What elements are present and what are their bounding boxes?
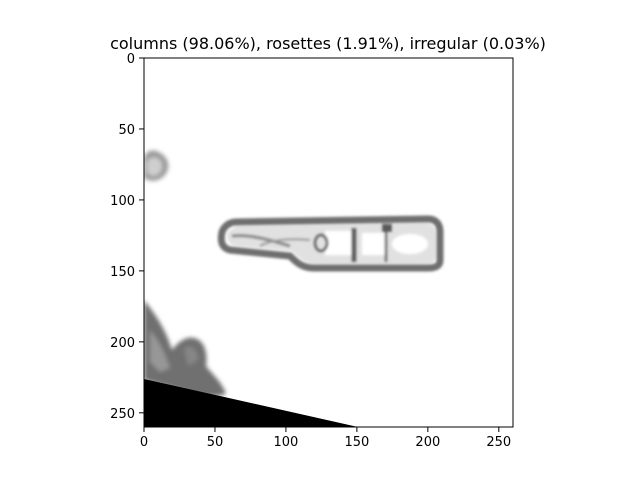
particle-image — [144, 58, 513, 427]
plot-title: columns (98.06%), rosettes (1.91%), irre… — [110, 34, 546, 53]
y-tick-label: 200 — [110, 336, 135, 351]
x-tick-label: 0 — [140, 435, 148, 450]
y-tick-label: 100 — [110, 194, 135, 209]
axes-frame — [143, 57, 514, 428]
x-tick-label: 200 — [415, 435, 440, 450]
y-tick-label: 150 — [110, 265, 135, 280]
small-particle-blob — [144, 150, 169, 181]
rosette-fragment — [144, 300, 226, 397]
x-tick-label: 150 — [344, 435, 369, 450]
y-tick-label: 50 — [118, 123, 135, 138]
black-triangle-region — [144, 379, 358, 427]
y-axis: 0 50 100 150 200 250 — [110, 52, 144, 422]
column-particle — [217, 215, 444, 272]
x-tick-label: 50 — [207, 435, 224, 450]
x-tick-label: 100 — [274, 435, 299, 450]
y-tick-label: 250 — [110, 407, 135, 422]
x-axis: 0 50 100 150 200 250 — [140, 427, 511, 450]
y-tick-label: 0 — [127, 52, 135, 67]
x-tick-label: 250 — [486, 435, 511, 450]
